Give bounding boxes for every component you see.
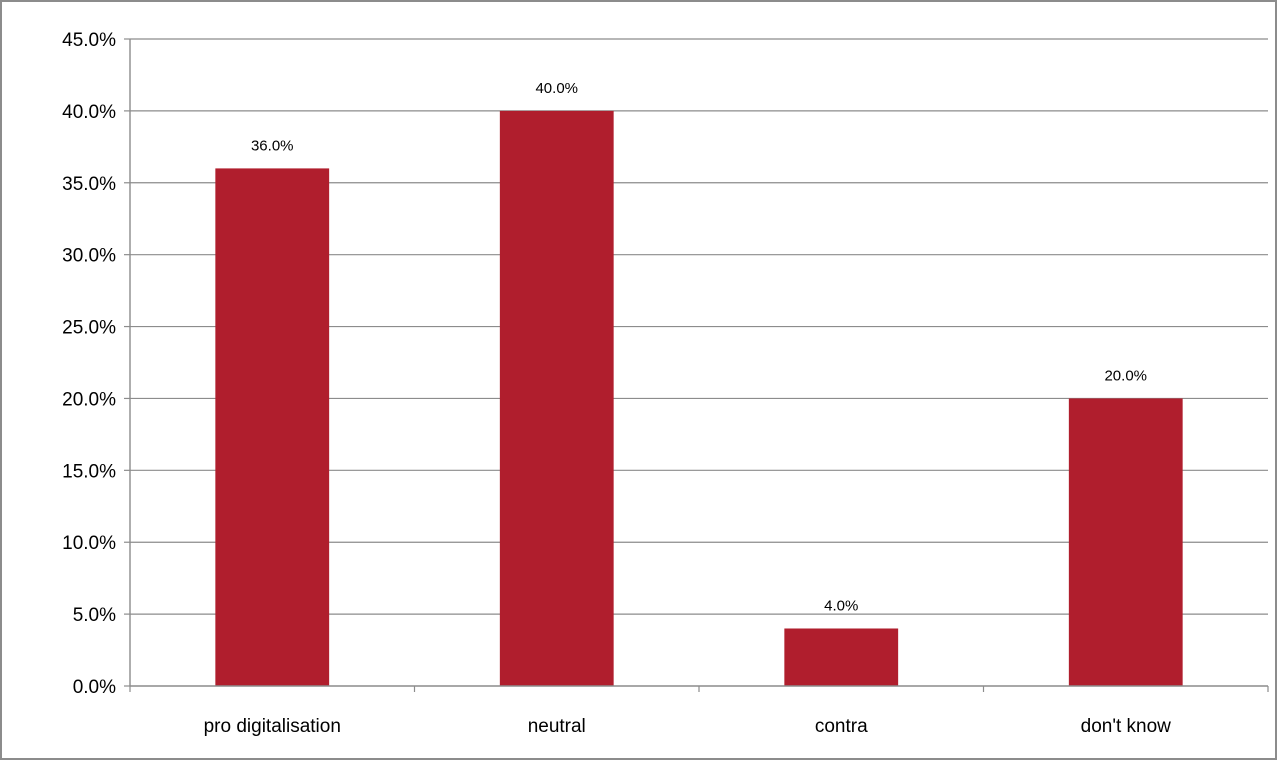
y-tick-label: 30.0% <box>62 246 116 267</box>
bar <box>499 110 614 686</box>
y-tick-label: 5.0% <box>73 605 116 626</box>
category-label: neutral <box>528 716 586 737</box>
y-tick-label: 10.0% <box>62 533 116 554</box>
category-label: contra <box>815 716 868 737</box>
y-tick-label: 45.0% <box>62 30 116 51</box>
y-tick-label: 35.0% <box>62 174 116 195</box>
bar <box>784 628 899 686</box>
data-label: 4.0% <box>824 597 858 614</box>
bar <box>1068 398 1183 686</box>
data-label: 36.0% <box>251 137 294 154</box>
labels: 0.0% 5.0% 10.0% 15.0% 20.0% 25.0% 30.0% 35.0% 40… <box>62 30 1171 737</box>
y-tick-label: 20.0% <box>62 389 116 410</box>
category-label: don't know <box>1081 716 1172 737</box>
y-tick-label: 25.0% <box>62 318 116 339</box>
y-tick-label: 15.0% <box>62 461 116 482</box>
category-label: pro digitalisation <box>204 716 341 737</box>
axes <box>124 38 1269 692</box>
data-label: 20.0% <box>1104 367 1147 384</box>
bar <box>215 168 330 686</box>
bars <box>215 110 1183 686</box>
y-tick-label: 40.0% <box>62 102 116 123</box>
data-label: 40.0% <box>535 80 578 97</box>
y-tick-label: 0.0% <box>73 677 116 698</box>
